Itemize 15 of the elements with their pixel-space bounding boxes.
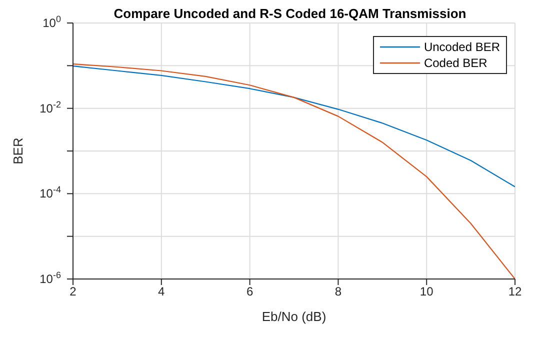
- y-tick-label: 10$^{0}$: [42, 14, 61, 30]
- y-tick-label: 10$^{-6}$: [40, 270, 61, 286]
- legend-label: Coded BER: [424, 56, 488, 70]
- legend-label: Uncoded BER: [424, 40, 500, 54]
- x-tick-label: 6: [246, 284, 254, 299]
- x-tick-label: 10: [420, 284, 434, 299]
- x-tick-label: 4: [158, 284, 166, 299]
- chart-title: Compare Uncoded and R-S Coded 16-QAM Transmission: [112, 6, 468, 21]
- y-axis-title: BER: [10, 138, 26, 164]
- x-tick-label: 8: [334, 284, 342, 299]
- x-axis-title: Eb/No (dB): [262, 309, 326, 324]
- x-tick-label: 2: [70, 284, 77, 299]
- y-tick-label: 10$^{-4}$: [40, 184, 61, 201]
- x-tick-label: 12: [508, 284, 522, 299]
- y-tick-label: 10$^{-2}$: [40, 99, 61, 116]
